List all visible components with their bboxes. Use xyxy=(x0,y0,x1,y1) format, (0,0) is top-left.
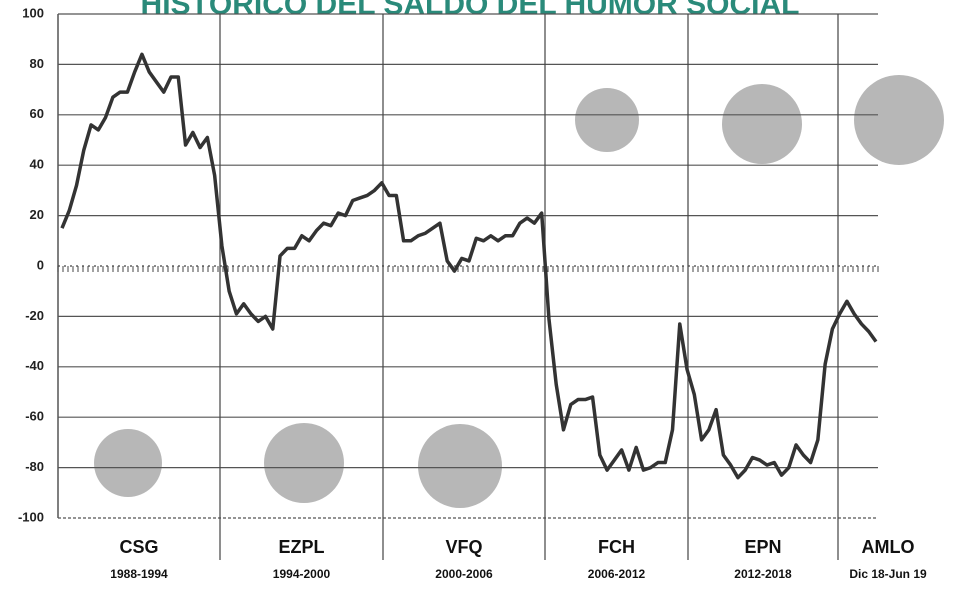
period-years: 2006-2012 xyxy=(588,567,646,581)
y-tick-label: 80 xyxy=(30,56,44,71)
y-tick-label: -60 xyxy=(25,409,44,424)
photo xyxy=(418,424,502,508)
y-tick-label: 20 xyxy=(30,207,44,222)
photo xyxy=(94,429,162,497)
period-name: EPN xyxy=(744,537,781,557)
photo xyxy=(722,84,802,164)
period-name: FCH xyxy=(598,537,635,557)
period-years: 1988-1994 xyxy=(110,567,168,581)
period-years: 2000-2006 xyxy=(435,567,493,581)
photo xyxy=(854,75,944,165)
y-tick-label: 100 xyxy=(22,5,44,20)
period-years: 1994-2000 xyxy=(273,567,331,581)
period-name: EZPL xyxy=(278,537,324,557)
photo xyxy=(575,88,639,152)
chart-title: HISTÓRICO DEL SALDO DEL HUMOR SOCIAL xyxy=(141,0,800,21)
y-tick-label: 60 xyxy=(30,106,44,121)
period-years: 2012-2018 xyxy=(734,567,792,581)
chart: HISTÓRICO DEL SALDO DEL HUMOR SOCIAL -10… xyxy=(0,0,970,588)
photo xyxy=(264,423,344,503)
y-tick-label: -80 xyxy=(25,459,44,474)
y-tick-label: -100 xyxy=(18,509,44,524)
period-name: CSG xyxy=(119,537,158,557)
y-tick-label: -20 xyxy=(25,308,44,323)
y-tick-label: -40 xyxy=(25,358,44,373)
period-name: AMLO xyxy=(862,537,915,557)
period-name: VFQ xyxy=(445,537,482,557)
period-years: Dic 18-Jun 19 xyxy=(849,567,927,581)
y-tick-label: 40 xyxy=(30,157,44,172)
y-tick-label: 0 xyxy=(37,257,44,272)
